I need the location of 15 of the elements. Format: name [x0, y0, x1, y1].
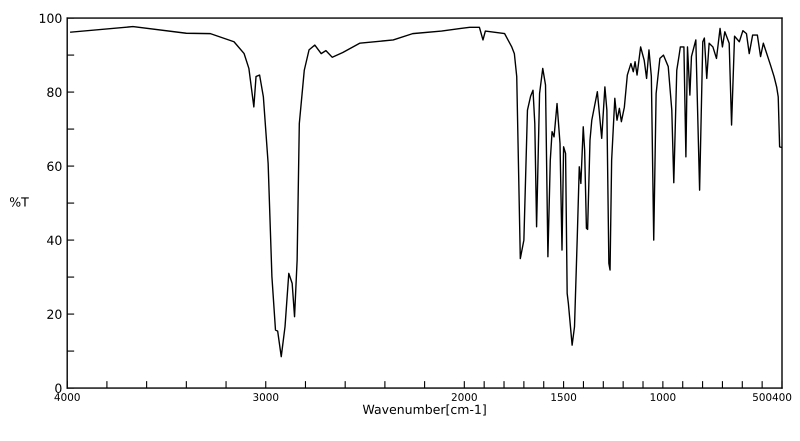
y-tick-label: 0 [55, 384, 62, 394]
y-tick-label: 100 [40, 14, 62, 24]
x-tick-label: 400 [772, 393, 792, 402]
x-axis-title: Wavenumber[cm-1] [362, 404, 486, 416]
x-tick-label: 2000 [452, 393, 477, 402]
y-tick-label: 80 [47, 88, 62, 98]
x-tick-label: 1000 [650, 393, 676, 402]
y-tick-label: 20 [47, 310, 62, 320]
x-tick-label: 3000 [253, 393, 278, 402]
y-tick-label: 40 [47, 236, 62, 246]
y-axis-title: %T [10, 197, 29, 207]
y-tick-label: 60 [47, 162, 62, 172]
x-tick-label: 500 [753, 393, 772, 402]
x-tick-label: 1500 [551, 393, 576, 402]
x-tick-label: 4000 [54, 393, 80, 402]
